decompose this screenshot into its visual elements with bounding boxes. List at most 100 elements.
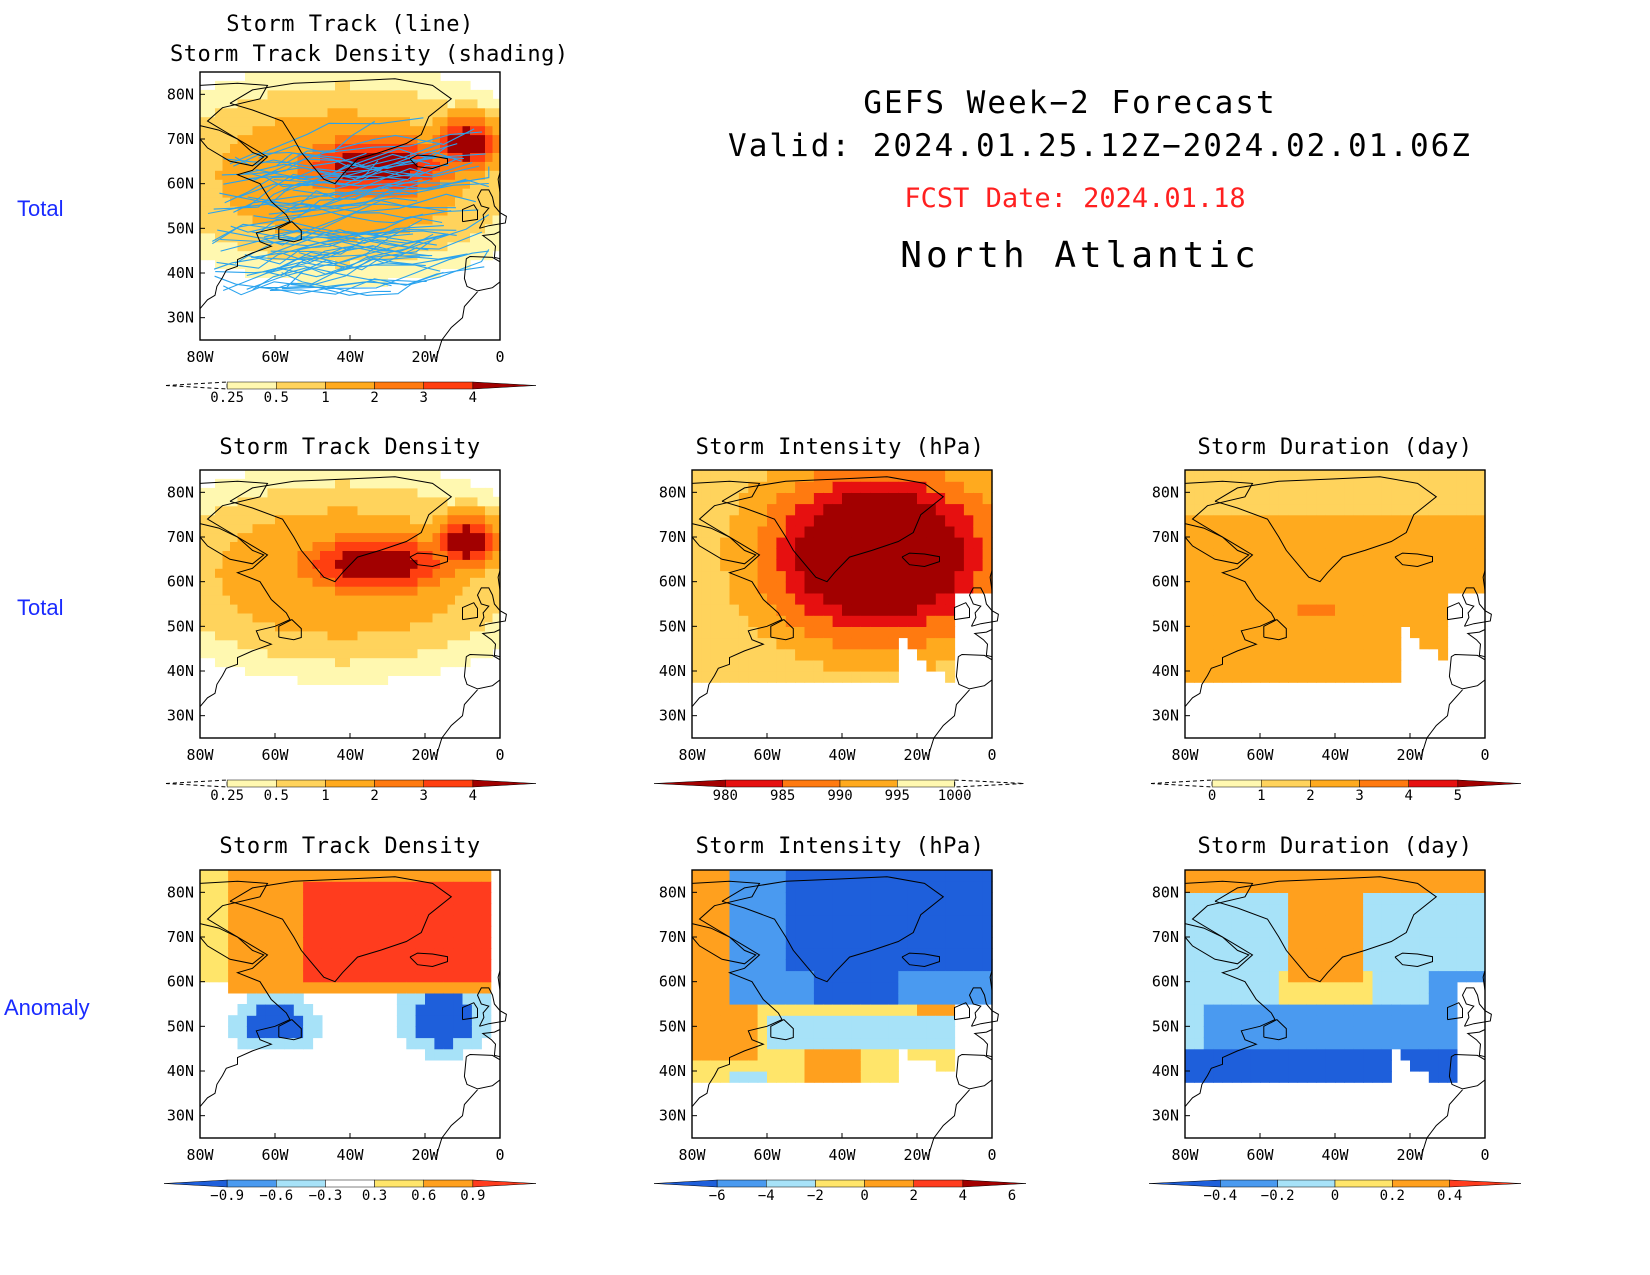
- colorbar-segment: [913, 1179, 964, 1188]
- storm-track: [262, 201, 424, 224]
- coastline: [229, 78, 453, 185]
- colorbar-segment: [423, 381, 474, 390]
- colorbar-label: −4: [758, 1188, 775, 1204]
- colorbar-label: 0.4: [1437, 1188, 1462, 1204]
- lon-tick-label: 80W: [186, 348, 214, 366]
- lon-tick-label: 60W: [261, 1146, 289, 1164]
- lat-tick-label: 80N: [659, 883, 686, 901]
- colorbar-segment: [226, 1179, 277, 1188]
- storm-track: [255, 158, 457, 180]
- coastline: [1448, 1053, 1486, 1090]
- coastlines: [691, 476, 999, 757]
- colorbar-label: 2: [1306, 788, 1314, 804]
- colorbar-svg: 0 1 2 3 4 5: [1150, 779, 1522, 804]
- lat-tick-label: 60N: [659, 973, 686, 991]
- coastlines: [1184, 876, 1492, 1157]
- lon-tick-label: 40W: [828, 1146, 856, 1164]
- coastline: [199, 880, 291, 1108]
- lat-tick-label: 30N: [659, 1107, 686, 1125]
- storm-track: [213, 167, 385, 210]
- lat-tick-label: 70N: [167, 928, 194, 946]
- coastline: [1184, 523, 1250, 565]
- lat-tick-label: 70N: [659, 928, 686, 946]
- coastline: [1448, 653, 1486, 690]
- coastline: [481, 629, 501, 658]
- colorbar-duration: 0 1 2 3 4 5: [1145, 776, 1525, 814]
- lat-tick-label: 70N: [167, 130, 194, 148]
- storm-track: [247, 182, 489, 205]
- colorbar-segment: [1211, 779, 1262, 788]
- colorbar-label: −0.4: [1203, 1188, 1237, 1204]
- storm-track: [263, 228, 457, 240]
- storm-track: [230, 178, 407, 233]
- storm-track: [289, 151, 462, 182]
- colorbar-segment: [325, 381, 375, 390]
- field-shading: [692, 870, 993, 1083]
- lon-tick-label: 60W: [1246, 1146, 1274, 1164]
- colorbar-segment: [839, 779, 898, 788]
- map-panel-intensity: 80N 70N 60N 50N 40N 30N 80W 60W 40W 20W 0: [642, 468, 1002, 772]
- coastline: [462, 602, 478, 621]
- colorbar-segment: [1277, 1179, 1336, 1188]
- storm-track: [207, 173, 347, 215]
- colorbar-label: 0.5: [264, 390, 289, 406]
- colorbar-svg: −0.9 −0.6 −0.3 0.3 0.6 0.9: [163, 1179, 537, 1204]
- coastline: [954, 1002, 970, 1021]
- colorbar-segment: [423, 1179, 474, 1188]
- field-shading: [1185, 470, 1486, 683]
- colorbar-label: 4: [469, 788, 477, 804]
- lon-tick-label: 0: [987, 1146, 996, 1164]
- lon-tick-label: 20W: [903, 1146, 931, 1164]
- coastline: [409, 154, 448, 170]
- colorbar-segment: [472, 381, 537, 390]
- colorbar-label: 2: [909, 1188, 917, 1204]
- coastline: [409, 552, 448, 568]
- coastline: [463, 1053, 501, 1090]
- colorbar-label: −0.2: [1261, 1188, 1295, 1204]
- coastline: [1461, 587, 1492, 627]
- colorbar-track: 0.25 0.5 1 2 3 4: [160, 378, 540, 416]
- colorbar-svg: −0.4 −0.2 0 0.2 0.4: [1148, 1179, 1522, 1204]
- colorbar-duration-anom: −0.4 −0.2 0 0.2 0.4: [1145, 1176, 1525, 1214]
- colorbar-label: 1: [1257, 788, 1265, 804]
- map-panel-intensity-anom: 80N 70N 60N 50N 40N 30N 80W 60W 40W 20W 0: [642, 868, 1002, 1172]
- colorbar-intensity: 980 985 990 995 1000: [650, 776, 1030, 814]
- colorbar-segment: [725, 779, 783, 788]
- storm-track: [270, 231, 483, 255]
- lon-tick-label: 0: [1480, 746, 1489, 764]
- coastline: [476, 987, 507, 1027]
- colorbar-label: 1000: [938, 788, 972, 804]
- colorbar-segment: [962, 1179, 1027, 1188]
- map-svg: 80N 70N 60N 50N 40N 30N 80W 60W 40W 20W 0: [1152, 469, 1492, 764]
- coastline: [463, 255, 501, 292]
- colorbar-label: 3: [419, 788, 427, 804]
- lat-tick-label: 40N: [167, 264, 194, 282]
- colorbar-density-anom: −0.9 −0.6 −0.3 0.3 0.6 0.9: [160, 1176, 540, 1214]
- lat-tick-label: 30N: [167, 1107, 194, 1125]
- colorbar-underflow: [165, 381, 228, 390]
- colorbar-segment: [163, 1179, 228, 1188]
- coastlines: [691, 876, 999, 1157]
- row-label-anomaly: Anomaly: [4, 995, 90, 1020]
- storm-track: [269, 266, 485, 295]
- colorbar-segment: [276, 381, 326, 390]
- colorbar-segment: [653, 1179, 718, 1188]
- lon-tick-label: 60W: [753, 746, 781, 764]
- colorbar-segment: [374, 779, 424, 788]
- colorbar-segment: [472, 779, 537, 788]
- valid-range: Valid: 2024.01.25.12Z−2024.02.01.06Z: [728, 128, 1472, 164]
- map-svg: 80N 70N 60N 50N 40N 30N 80W 60W 40W 20W 0: [167, 469, 507, 764]
- coastline: [1263, 1018, 1287, 1041]
- colorbar-segment: [423, 779, 474, 788]
- coastline: [1420, 689, 1463, 757]
- colorbar-segment: [1359, 779, 1409, 788]
- lon-tick-label: 0: [495, 746, 504, 764]
- storm-track: [268, 161, 473, 215]
- lon-tick-label: 20W: [903, 746, 931, 764]
- coastline: [721, 876, 945, 983]
- colorbar-segment: [716, 1179, 767, 1188]
- coastline: [409, 952, 448, 968]
- coastline: [691, 880, 783, 1108]
- coastline: [1214, 476, 1438, 583]
- storm-track: [277, 255, 461, 278]
